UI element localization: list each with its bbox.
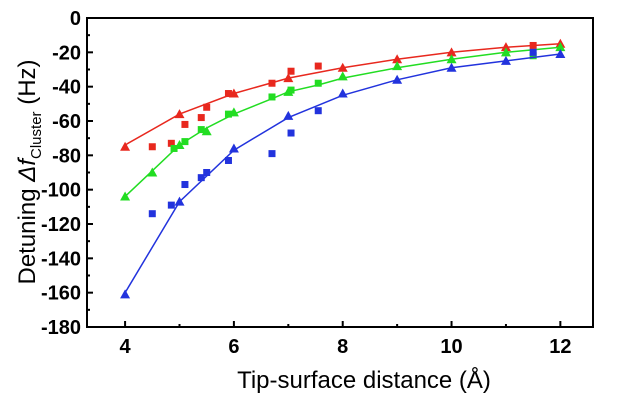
y-tick-label: -160 [41,283,81,305]
series-layer [120,38,566,299]
series-1 [120,42,566,201]
y-tick-label: -100 [41,180,81,202]
triangle-point [500,42,511,52]
square-point [314,107,322,115]
triangle-point [120,191,131,201]
square-point [181,120,189,128]
x-tick-label: 8 [337,336,348,358]
y-tick-label: -140 [41,248,81,270]
square-point [181,181,189,189]
triangle-point [337,71,348,81]
x-tick-label: 4 [120,336,132,358]
square-point [287,129,295,137]
y-tick-label: -40 [52,77,81,99]
triangle-point [500,47,511,57]
triangle-point [446,62,457,72]
triangle-point [392,74,403,84]
triangle-point [120,289,131,299]
y-tick-label: 0 [70,8,81,30]
square-point [167,139,175,147]
triangle-point [120,141,131,151]
axis-ticks: 4 6 8 10 12 0 -20 -40 -60 -80 -100 -120 -140 -160 -180 [41,8,572,358]
y-tick-label: -180 [41,317,81,339]
triangle-point [555,49,566,59]
x-tick-label: 10 [440,336,462,358]
square-point [224,110,232,118]
square-point [203,103,211,111]
plot-frame [86,17,594,328]
square-point [197,114,205,122]
triangle-point [283,73,294,83]
triangle-point [392,54,403,64]
series-0 [120,38,566,151]
square-point [181,138,189,146]
square-point [197,174,205,182]
triangle-point [500,55,511,65]
square-point [529,48,537,56]
triangle-point [228,143,239,153]
square-point [268,79,276,87]
y-tick-label: -60 [52,111,81,133]
square-point [203,169,211,176]
triangle-point [147,167,158,177]
triangle-point [337,88,348,98]
square-point [529,41,537,49]
x-tick-label: 6 [228,336,239,358]
triangle-point [555,42,566,52]
square-point [148,143,156,151]
square-point [170,144,178,152]
triangle-point [392,61,403,71]
y-axis-label-subscript: Cluster [28,111,45,159]
x-tick-label: 12 [549,336,571,358]
series-2 [120,48,566,299]
triangle-point [283,110,294,120]
triangle-point [337,62,348,72]
triangle-point [174,196,185,206]
square-point [287,86,295,94]
triangle-point [446,54,457,64]
square-point [314,62,322,70]
square-point [197,126,205,134]
y-axis-label: Detuning ΔfCluster (Hz) [14,59,45,284]
square-point [148,210,156,218]
y-tick-label: -120 [41,214,81,236]
y-tick-label: -20 [52,42,81,64]
square-point [224,156,232,164]
y-axis-label-prefix: Detuning [14,182,41,285]
y-axis-label-symbol: Δf [14,157,41,183]
square-point [167,201,175,209]
triangle-point [446,47,457,57]
square-point [268,150,276,158]
y-axis-label-unit: (Hz) [14,59,41,111]
triangle-point [174,109,185,119]
y-tick-label: -80 [52,145,81,167]
square-point [287,67,295,75]
square-point [224,90,232,98]
square-point [268,93,276,101]
square-point [314,79,322,87]
x-axis-label: Tip-surface distance (Å) [237,366,491,394]
